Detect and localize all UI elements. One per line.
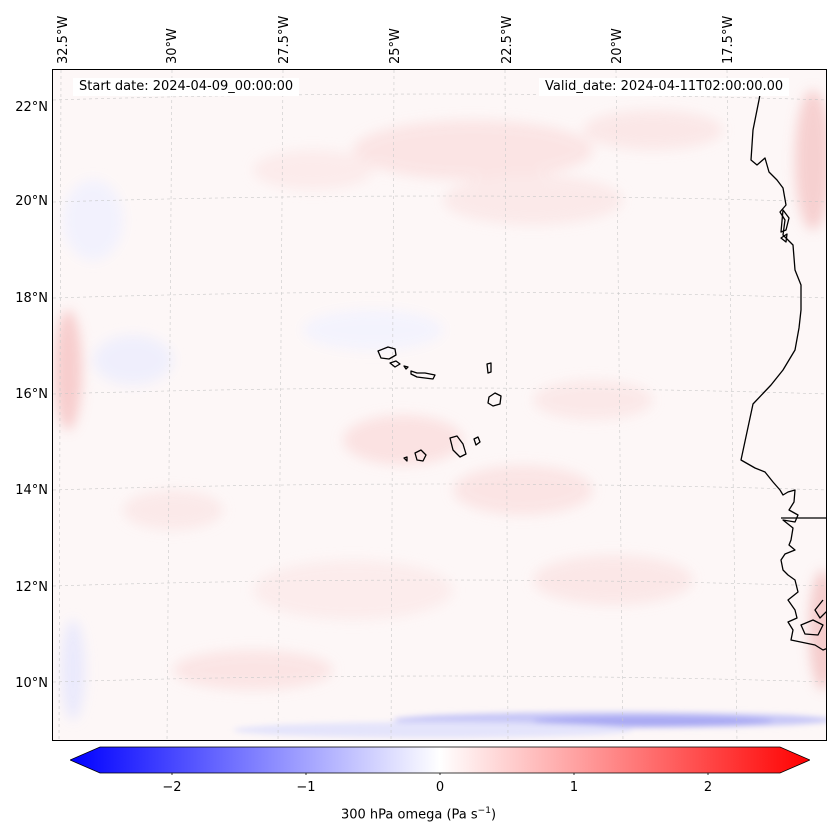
island-sal: [486, 362, 492, 374]
start-date-label: Start date: 2024-04-09_00:00:00: [73, 78, 300, 96]
colorbar-tick-label: 2: [703, 780, 713, 795]
lat-label: 22°N: [15, 100, 48, 115]
omega-field: [54, 90, 826, 738]
lon-label: 32.5°W: [56, 15, 71, 64]
island-santo-antao: [377, 346, 397, 360]
lon-label: 20°W: [610, 28, 625, 64]
island-sao-vicente: [389, 360, 401, 368]
colorbar-title-main: 300 hPa omega (Pa s: [340, 807, 478, 823]
island-santa-luzia: [403, 365, 409, 370]
lon-label: 27.5°W: [277, 15, 292, 64]
africa-coastline: [740, 77, 826, 651]
colorbar-tick-label: −2: [162, 780, 182, 795]
map-panel[interactable]: [52, 69, 827, 741]
island-fogo: [414, 449, 427, 462]
island-boa-vista: [487, 392, 502, 407]
lat-label: 14°N: [15, 483, 48, 498]
lon-label: 17.5°W: [721, 15, 736, 64]
map-canvas: [53, 70, 826, 740]
colorbar-bar: [68, 746, 812, 774]
colorbar: [68, 745, 812, 777]
colorbar-tick-label: 1: [569, 780, 579, 795]
coastlines: [377, 77, 826, 651]
colorbar-title-end: ): [490, 807, 497, 823]
lat-label: 20°N: [15, 194, 48, 209]
lon-label: 30°W: [165, 28, 180, 64]
colorbar-tick-label: 0: [435, 780, 445, 795]
island-brava: [403, 456, 408, 462]
island-santiago: [449, 435, 467, 458]
lon-label: 25°W: [388, 28, 403, 64]
colorbar-svg: [68, 746, 812, 777]
gridlines: [53, 70, 826, 740]
colorbar-title-exponent: −1: [477, 806, 491, 816]
lon-label: 22.5°W: [500, 15, 515, 64]
lat-label: 18°N: [15, 291, 48, 306]
island-maio: [473, 436, 481, 446]
valid-date-label: Valid_date: 2024-04-11T02:00:00.00: [539, 78, 790, 96]
lat-label: 10°N: [15, 676, 48, 691]
colorbar-title: 300 hPa omega (Pa s−1): [0, 806, 837, 822]
lat-label: 12°N: [15, 580, 48, 595]
island-sao-nicolau: [410, 370, 436, 380]
colorbar-tick-label: −1: [296, 780, 316, 795]
lat-label: 16°N: [15, 387, 48, 402]
